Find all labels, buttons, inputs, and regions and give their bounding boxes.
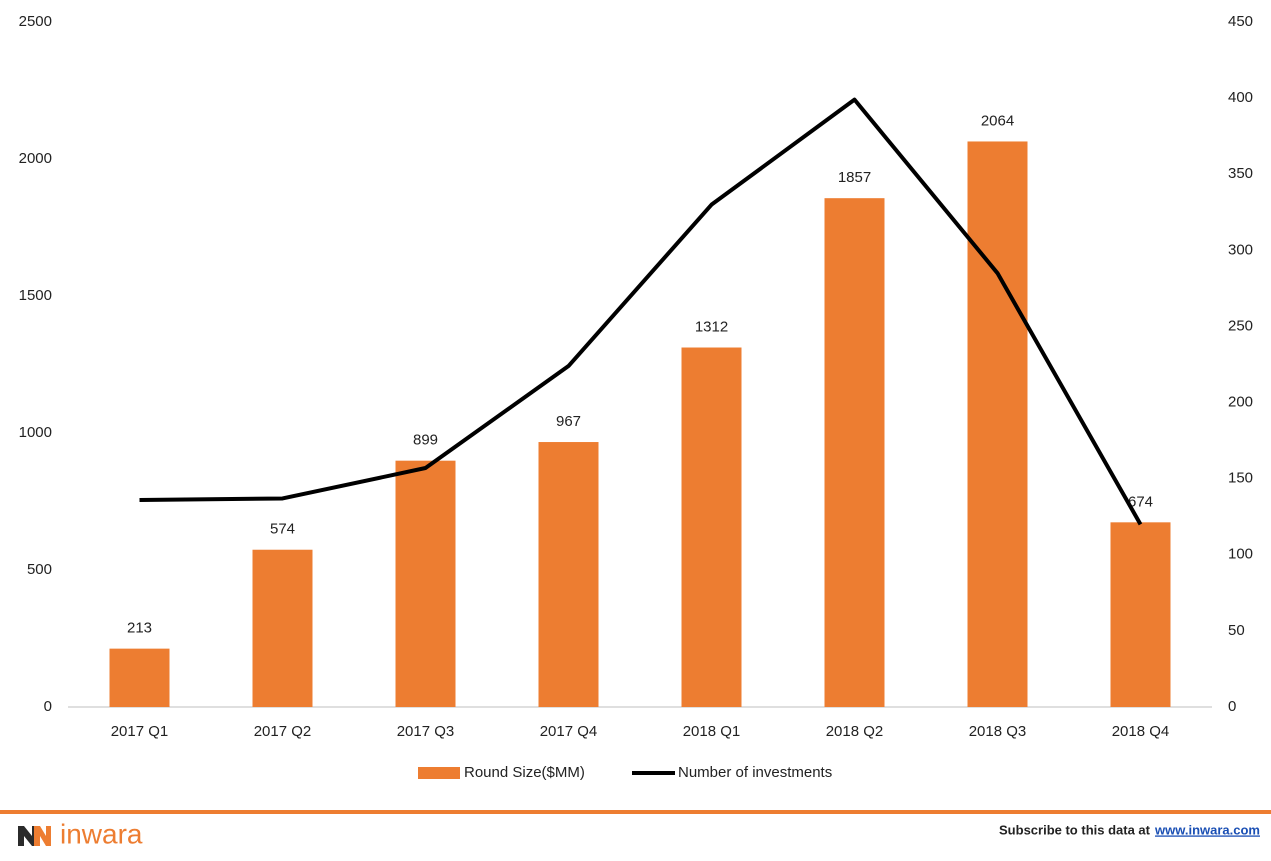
data-label: 899: [413, 432, 438, 449]
x-tick-label: 2018 Q2: [826, 723, 884, 740]
x-tick-label: 2017 Q1: [111, 723, 169, 740]
footer-rule: [0, 810, 1271, 814]
y2-tick-label: 250: [1228, 317, 1253, 334]
bar: [681, 347, 742, 707]
legend-label: Round Size($MM): [464, 764, 585, 781]
data-label: 967: [556, 413, 581, 430]
legend-swatch: [418, 767, 460, 779]
data-label: 674: [1128, 493, 1153, 510]
data-label: 1857: [838, 169, 871, 186]
legend-label: Number of investments: [678, 764, 832, 781]
x-tick-label: 2018 Q4: [1112, 723, 1170, 740]
data-label: 2064: [981, 112, 1014, 129]
data-label: 574: [270, 521, 295, 538]
brand-name: inwara: [60, 818, 143, 849]
y2-tick-label: 300: [1228, 241, 1253, 258]
y2-tick-label: 200: [1228, 394, 1253, 411]
data-label: 213: [127, 620, 152, 637]
y2-tick-label: 50: [1228, 622, 1245, 639]
line: [139, 97, 1143, 526]
y2-tick-label: 350: [1228, 165, 1253, 182]
y2-tick-label: 150: [1228, 470, 1253, 487]
x-tick-label: 2018 Q1: [683, 723, 741, 740]
bar: [824, 198, 885, 707]
x-tick-label: 2017 Q4: [540, 723, 598, 740]
brand-logo: [18, 826, 51, 846]
y-tick-label: 1000: [19, 424, 52, 441]
y2-tick-label: 100: [1228, 546, 1253, 563]
x-tick-label: 2017 Q2: [254, 723, 312, 740]
y-tick-label: 2500: [19, 13, 52, 30]
y-tick-label: 2000: [19, 150, 52, 167]
y2-tick-label: 0: [1228, 698, 1236, 715]
data-label: 1312: [695, 318, 728, 335]
subscribe-text: Subscribe to this data at: [999, 822, 1151, 837]
y2-tick-label: 400: [1228, 89, 1253, 106]
bar: [395, 460, 456, 707]
bar: [109, 648, 170, 707]
y-tick-label: 1500: [19, 287, 52, 304]
y-tick-label: 500: [27, 561, 52, 578]
y-tick-label: 0: [44, 698, 52, 715]
x-tick-label: 2018 Q3: [969, 723, 1027, 740]
x-tick-label: 2017 Q3: [397, 723, 455, 740]
bar: [1110, 522, 1171, 707]
bar: [252, 549, 313, 707]
subscribe-link[interactable]: www.inwara.com: [1154, 822, 1260, 837]
bar: [538, 442, 599, 707]
bar: [967, 141, 1028, 708]
y2-tick-label: 450: [1228, 13, 1253, 30]
